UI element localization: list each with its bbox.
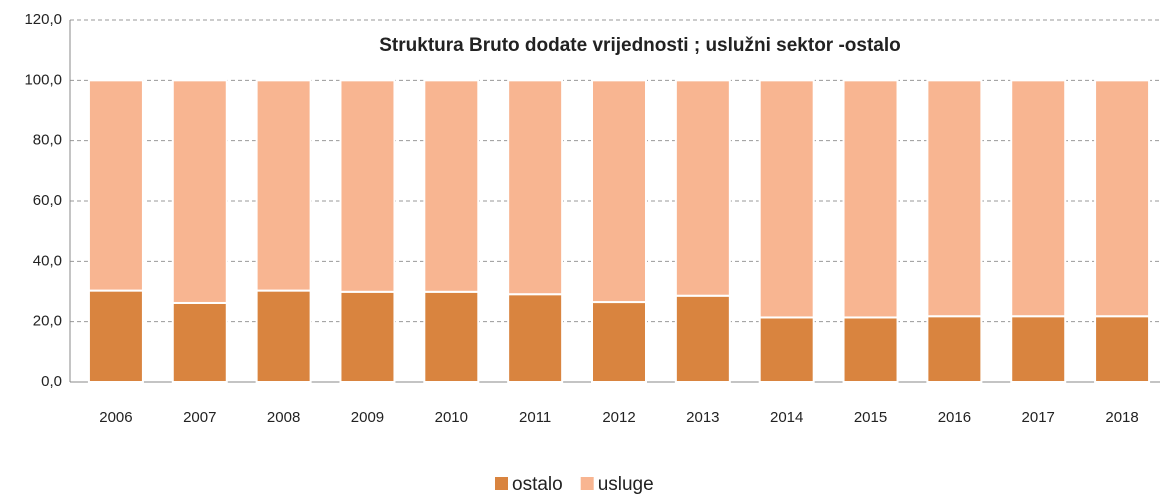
bar-segment [171, 301, 228, 384]
bar-segment [674, 294, 731, 383]
bar-segment [507, 79, 564, 296]
bar-segment [1010, 79, 1067, 318]
x-tick-label: 2014 [770, 409, 803, 426]
y-tick-label: 20,0 [33, 313, 62, 330]
x-tick-label: 2006 [99, 409, 132, 426]
bar-segment [674, 79, 731, 297]
bar-segment [1094, 79, 1151, 318]
x-tick-label: 2009 [351, 409, 384, 426]
x-tick-label: 2012 [602, 409, 635, 426]
x-tick-label: 2015 [854, 409, 887, 426]
legend-label: usluge [598, 474, 654, 495]
legend-label: ostalo [512, 474, 563, 495]
y-tick-label: 60,0 [33, 192, 62, 209]
x-tick-label: 2007 [183, 409, 216, 426]
bar-segment [171, 79, 228, 304]
y-tick-label: 120,0 [24, 11, 62, 28]
y-tick-label: 100,0 [24, 71, 62, 88]
y-tick-label: 0,0 [41, 373, 62, 390]
legend-swatch [580, 477, 594, 490]
bar-segment [926, 79, 983, 318]
x-tick-label: 2010 [435, 409, 468, 426]
y-tick-label: 80,0 [33, 132, 62, 149]
bar-segment [926, 315, 983, 383]
bar-segment [758, 79, 815, 319]
bar-segment [339, 79, 396, 293]
bar-segment [842, 316, 899, 383]
x-tick-label: 2017 [1022, 409, 1055, 426]
bar-segment [591, 79, 647, 304]
bar-segment [1094, 315, 1151, 383]
bar-segment [255, 79, 312, 292]
bar-segment [758, 316, 815, 383]
bar-segment [87, 79, 144, 292]
x-tick-label: 2013 [686, 409, 719, 426]
bar-segment [591, 301, 647, 383]
x-tick-label: 2016 [938, 409, 971, 426]
x-tick-label: 2011 [519, 409, 551, 426]
bar-segment [339, 290, 396, 383]
bar-segment [507, 293, 564, 383]
bar-segment [842, 79, 899, 319]
chart-title: Struktura Bruto dodate vrijednosti ; usl… [379, 35, 901, 56]
y-tick-label: 40,0 [33, 252, 62, 269]
bar-segment [423, 79, 480, 293]
bar-segment [255, 289, 312, 383]
legend-swatch [495, 477, 508, 490]
bar-segment [1010, 315, 1067, 383]
x-tick-label: 2008 [267, 409, 300, 426]
bar-segment [423, 290, 480, 383]
bar-segment [87, 289, 144, 383]
x-tick-label: 2018 [1105, 409, 1138, 426]
